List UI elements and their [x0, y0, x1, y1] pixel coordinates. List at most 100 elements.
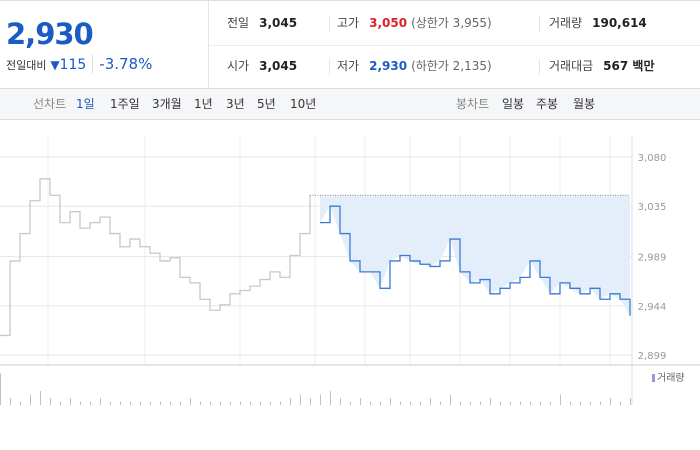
tab[interactable]: 1주일 — [110, 97, 140, 111]
volume-bar — [180, 401, 181, 405]
volume-bar — [310, 398, 311, 405]
volume-bar — [40, 391, 41, 405]
info-extra: (상한가 3,955) — [411, 16, 492, 30]
volume-bar — [320, 394, 321, 405]
volume-bar — [600, 401, 601, 405]
y-tick-label: 3,035 — [638, 202, 667, 213]
tab: 봉차트 — [456, 97, 490, 111]
legend-label: 거래량 — [657, 372, 685, 384]
volume-bar — [480, 401, 481, 405]
volume-bar — [630, 398, 631, 405]
volume-bar — [340, 398, 341, 405]
info-label: 거래량 — [549, 16, 583, 30]
volume-bar — [80, 401, 81, 405]
volume-bar — [230, 401, 231, 405]
change-value: 115 — [59, 57, 87, 73]
info-label: 저가 — [337, 59, 360, 73]
volume-bar — [390, 398, 391, 405]
volume-bar — [400, 401, 401, 405]
volume-bar — [450, 394, 451, 405]
volume-bar — [20, 401, 21, 405]
tab[interactable]: 3년 — [226, 97, 245, 111]
volume-bar — [410, 401, 411, 405]
tab[interactable]: 일봉 — [502, 97, 525, 111]
volume-bar — [470, 401, 471, 405]
line — [0, 178, 311, 337]
info-label: 고가 — [337, 16, 360, 30]
volume-bar — [300, 394, 301, 405]
volume-bar — [570, 401, 571, 405]
volume-bar — [270, 401, 271, 405]
chart-tabs: 선차트 1일 1주일 3개월 1년 3년 5년 10년 봉차트 일봉 주봉 월봉 — [0, 88, 700, 120]
info-label: 시가 — [227, 59, 250, 73]
y-tick-label: 2,944 — [638, 302, 667, 313]
info-row: 전일 3,045 고가 3,050 (상한가 3,955) 거래량 190,614 — [209, 2, 700, 46]
change: 전일대비 ▼115 -3.78% — [6, 55, 153, 73]
legend-swatch — [652, 374, 655, 382]
area — [320, 195, 630, 316]
volume-bar — [440, 401, 441, 405]
volume-bar — [60, 401, 61, 405]
volume-bar — [350, 401, 351, 405]
volume-bar — [210, 401, 211, 405]
volume-bar — [540, 401, 541, 405]
volume-bar — [110, 401, 111, 405]
tab[interactable]: 1일 — [76, 97, 95, 111]
tab[interactable]: 10년 — [290, 97, 317, 111]
line — [320, 205, 631, 316]
tab[interactable]: 주봉 — [536, 97, 559, 111]
tab[interactable]: 월봉 — [573, 97, 596, 111]
volume-bar — [490, 398, 491, 405]
info-label: 전일 — [227, 16, 250, 30]
volume-bar — [0, 373, 1, 405]
volume-bar — [130, 401, 131, 405]
volume-bar — [290, 398, 291, 405]
volume-bar — [590, 401, 591, 405]
volume-bar — [500, 401, 501, 405]
volume-bar — [330, 391, 331, 405]
volume-bar — [70, 398, 71, 405]
volume-bar — [550, 401, 551, 405]
info-value: 567 백만 — [603, 59, 655, 73]
change-arrow: ▼ — [50, 58, 60, 72]
tab[interactable]: 5년 — [257, 97, 276, 111]
volume-bar — [260, 401, 261, 405]
info-row: 시가 3,045 저가 2,930 (하한가 2,135) 거래대금 567 백만 — [209, 45, 700, 88]
volume-bar — [170, 401, 171, 405]
tab: 선차트 — [33, 97, 67, 111]
volume-bar — [50, 398, 51, 405]
info-value: 190,614 — [592, 16, 647, 30]
volume-bar — [510, 401, 511, 405]
volume-bar — [460, 401, 461, 405]
info-label: 거래대금 — [549, 59, 594, 73]
volume-bar — [100, 398, 101, 405]
y-tick-label: 2,899 — [638, 351, 667, 362]
volume-bar — [280, 401, 281, 405]
volume-bar — [530, 401, 531, 405]
volume-bar — [250, 401, 251, 405]
volume-bar — [370, 401, 371, 405]
volume-bar — [380, 401, 381, 405]
change-label: 전일대비 — [6, 59, 47, 72]
volume-bar — [610, 398, 611, 405]
volume-bar — [430, 398, 431, 405]
volume-bar — [520, 401, 521, 405]
volume-bar — [580, 401, 581, 405]
change-pct: -3.78% — [92, 55, 153, 73]
volume-bar — [420, 401, 421, 405]
tab[interactable]: 3개월 — [152, 97, 182, 111]
info-value: 3,045 — [259, 16, 298, 30]
volume-bar — [620, 401, 621, 405]
volume-bar — [90, 401, 91, 405]
volume-bar — [240, 401, 241, 405]
info-value: 3,045 — [259, 59, 298, 73]
volume-bar — [220, 401, 221, 405]
price-panel: 2,930 전일대비 ▼115 -3.78% — [0, 1, 209, 88]
tab[interactable]: 1년 — [194, 97, 213, 111]
volume-bar — [140, 401, 141, 405]
volume-bar — [150, 401, 151, 405]
volume-bar — [30, 394, 31, 405]
info-value: 3,050 — [369, 16, 408, 30]
